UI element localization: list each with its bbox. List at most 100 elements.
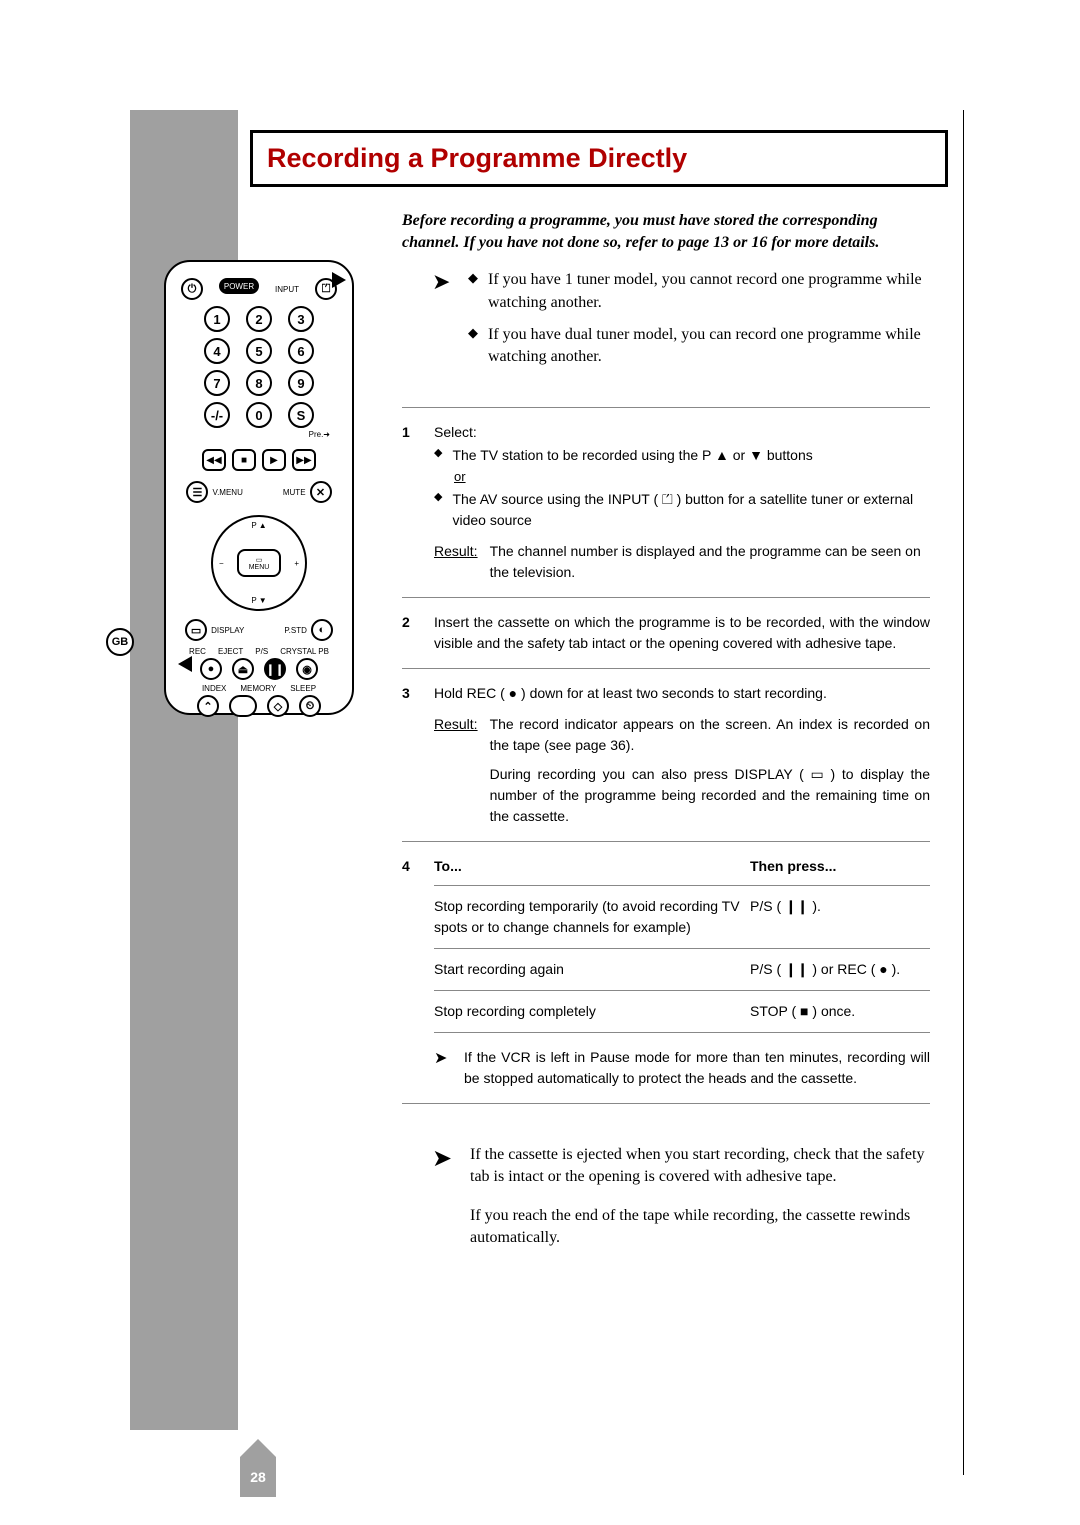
step2-body: Insert the cassette on which the program… [434, 612, 930, 654]
eject-icon: ⏏ [232, 658, 254, 680]
top-note-1: If you have 1 tuner model, you cannot re… [488, 269, 930, 314]
menu-label: MENU [249, 564, 270, 571]
result-label: Result: [434, 541, 478, 583]
page-number: 28 [240, 1457, 276, 1497]
result-label: Result: [434, 714, 478, 827]
s-button: S [288, 402, 314, 428]
stop-icon: ■ [232, 449, 256, 471]
divider [402, 407, 930, 408]
table-row: Stop recording temporarily (to avoid rec… [434, 886, 930, 949]
step4-r2c2: P/S ( ❙❙ ) or REC ( ● ). [750, 959, 930, 980]
digit-6: 6 [288, 338, 314, 364]
mute-label: MUTE [283, 488, 306, 497]
pre-label: Pre.➜ [166, 430, 352, 439]
step4-r3c2: STOP ( ■ ) once. [750, 1001, 930, 1022]
divider [402, 841, 930, 842]
vmenu-label: V.MENU [212, 488, 242, 497]
pointer-input [332, 272, 346, 288]
digit-0: 0 [246, 402, 272, 428]
p-down-label: P ▼ [251, 596, 266, 605]
plus-label: + [294, 559, 299, 568]
input-label: INPUT [275, 285, 299, 294]
intro-text: Before recording a programme, you must h… [402, 210, 930, 253]
table-row: Stop recording completely STOP ( ■ ) onc… [434, 991, 930, 1033]
step1-b1: The TV station to be recorded using the … [452, 445, 812, 466]
index-label: INDEX [202, 684, 226, 693]
transport-row: ◀◀ ■ ▶ ▶▶ [166, 449, 352, 471]
footer-note-block: ➤ If the cassette is ejected when you st… [432, 1144, 930, 1250]
divider [402, 597, 930, 598]
sleep-icon: ⏲ [299, 695, 321, 717]
title-box: Recording a Programme Directly [250, 130, 948, 187]
digit-8: 8 [246, 370, 272, 396]
step4-r3c1: Stop recording completely [434, 1001, 750, 1022]
step1-lead: Select: [434, 422, 930, 443]
display-icon: ▭ [185, 619, 207, 641]
step3-result1: The record indicator appears on the scre… [490, 714, 930, 756]
remote-illustration: ⏻ POWER INPUT ⏍ 1 2 3 4 5 6 7 8 9 -/- 0 … [164, 260, 354, 720]
power-label: POWER [219, 278, 259, 294]
small-arrow-icon: ➤ [434, 1047, 454, 1089]
step4-note-text: If the VCR is left in Pause mode for mor… [464, 1047, 930, 1089]
step4-h2: Then press... [750, 856, 930, 877]
step4-r2c1: Start recording again [434, 959, 750, 980]
rec-icon: ● [200, 658, 222, 680]
large-arrow-icon: ➤ [432, 1144, 458, 1250]
divider [402, 1103, 930, 1104]
diamond-icon: ◆ [468, 324, 478, 369]
play-icon: ▶ [262, 449, 286, 471]
footer-note-1: If the cassette is ejected when you star… [470, 1144, 930, 1189]
menu-ring: P ▲ P ▼ − + ▭ MENU [211, 515, 307, 611]
remote-body: ⏻ POWER INPUT ⏍ 1 2 3 4 5 6 7 8 9 -/- 0 … [164, 260, 354, 715]
digit-3: 3 [288, 306, 314, 332]
step-number: 3 [402, 683, 416, 827]
mute-icon: ✕ [310, 481, 332, 503]
step-number: 2 [402, 612, 416, 654]
digit-1: 1 [204, 306, 230, 332]
gb-badge: GB [106, 628, 134, 656]
step1-result: The channel number is displayed and the … [490, 541, 930, 583]
step-2: 2 Insert the cassette on which the progr… [402, 612, 930, 654]
step-number: 4 [402, 856, 416, 1089]
top-note-2: If you have dual tuner model, you can re… [488, 324, 930, 369]
step4-note: ➤ If the VCR is left in Pause mode for m… [434, 1047, 930, 1089]
crystal-label: CRYSTAL PB [280, 647, 329, 656]
rec-label: REC [189, 647, 206, 656]
pstd-label: P.STD [284, 626, 307, 635]
diamond-icon: ◆ [468, 269, 478, 314]
divider [402, 668, 930, 669]
ff-icon: ▶▶ [292, 449, 316, 471]
pointer-rec [178, 656, 192, 672]
step-number: 1 [402, 422, 416, 583]
step4-table: To... Then press... Stop recording tempo… [434, 856, 930, 1033]
step-3: 3 Hold REC ( ● ) down for at least two s… [402, 683, 930, 827]
footer-note-2: If you reach the end of the tape while r… [470, 1205, 930, 1250]
crystal-icon: ◉ [296, 658, 318, 680]
pause-icon: ❙❙ [264, 658, 286, 680]
vmenu-icon: ☰ [186, 481, 208, 503]
memory-icon: ◇ [267, 695, 289, 717]
eject-label: EJECT [218, 647, 243, 656]
step3-lead: Hold REC ( ● ) down for at least two sec… [434, 683, 930, 704]
rewind-icon: ◀◀ [202, 449, 226, 471]
diamond-icon: ◆ [434, 489, 442, 531]
content-area: Before recording a programme, you must h… [402, 210, 930, 1249]
digit-dash: -/- [204, 402, 230, 428]
digit-5: 5 [246, 338, 272, 364]
digit-9: 9 [288, 370, 314, 396]
index-up-icon: ⌃ [197, 695, 219, 717]
page-arrow-up-icon [240, 1439, 276, 1457]
blank-btn [229, 695, 257, 717]
display-label: DISPLAY [211, 626, 244, 635]
power-icon: ⏻ [181, 278, 203, 300]
ps-label: P/S [255, 647, 268, 656]
menu-button: ▭ MENU [237, 549, 281, 577]
digit-2: 2 [246, 306, 272, 332]
digit-4: 4 [204, 338, 230, 364]
table-row: Start recording again P/S ( ❙❙ ) or REC … [434, 949, 930, 991]
step3-result2: During recording you can also press DISP… [490, 764, 930, 827]
step1-b2: The AV source using the INPUT ( ⏍ ) butt… [452, 489, 930, 531]
large-arrow-icon: ➤ [432, 271, 458, 379]
p-up-label: P ▲ [251, 521, 266, 530]
step4-h1: To... [434, 856, 750, 877]
